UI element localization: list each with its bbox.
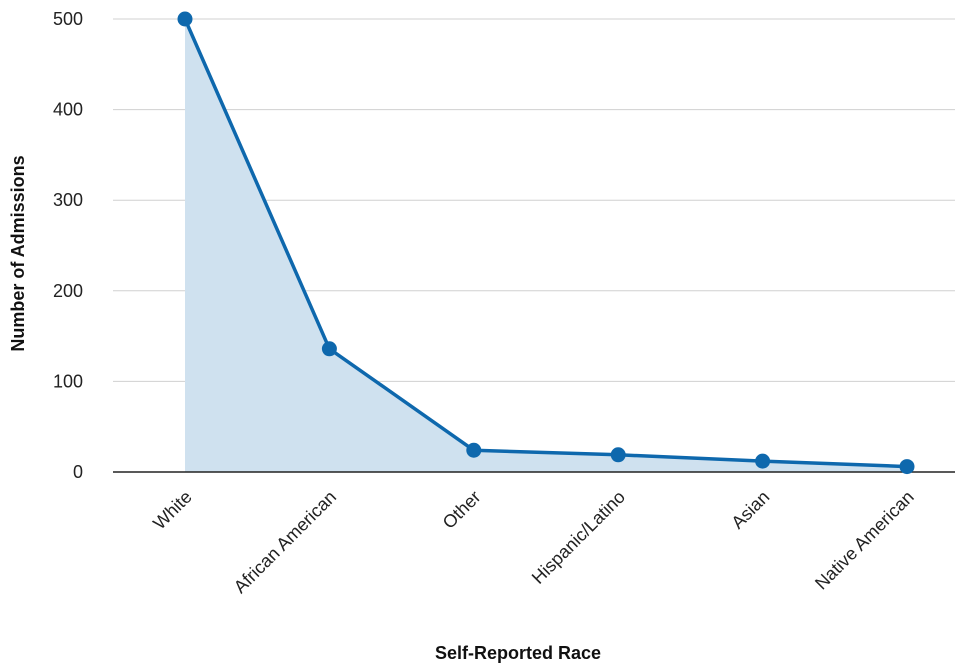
y-tick-label: 200	[53, 281, 83, 301]
data-point	[177, 11, 193, 27]
y-axis-title: Number of Admissions	[8, 155, 28, 351]
y-tick-label: 400	[53, 100, 83, 120]
data-point	[755, 453, 771, 469]
y-tick-label: 300	[53, 190, 83, 210]
x-tick-label: Native American	[811, 487, 918, 594]
series-line	[183, 18, 908, 469]
y-tick-label: 500	[53, 9, 83, 29]
x-axis-title: Self-Reported Race	[435, 643, 601, 663]
x-tick-label: African American	[230, 487, 340, 597]
x-tick-label: Hispanic/Latino	[528, 487, 629, 588]
data-point	[899, 459, 915, 475]
y-tick-label: 0	[73, 462, 83, 482]
data-point	[466, 442, 482, 458]
data-points	[177, 11, 915, 475]
y-tick-label: 100	[53, 371, 83, 391]
x-tick-label: Other	[439, 487, 485, 533]
x-tick-label: White	[149, 487, 196, 534]
y-axis-tick-labels: 0 100 200 300 400 500	[53, 9, 83, 482]
series-area-fill	[185, 19, 907, 472]
data-point	[321, 341, 337, 357]
x-tick-label: Asian	[727, 487, 773, 533]
data-point	[610, 447, 626, 463]
x-axis-tick-labels: White African American Other Hispanic/Latin…	[149, 487, 918, 597]
